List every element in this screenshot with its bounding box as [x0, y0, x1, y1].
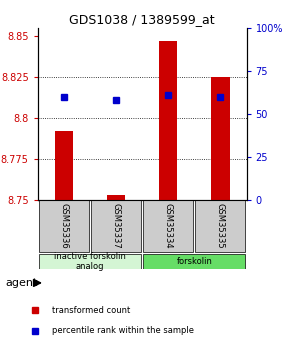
Text: transformed count: transformed count [52, 306, 130, 315]
Text: percentile rank within the sample: percentile rank within the sample [52, 326, 194, 335]
Bar [211, 77, 230, 200]
Bar [107, 195, 125, 200]
Bar [195, 200, 245, 252]
Bar [39, 254, 141, 269]
Bar [159, 41, 177, 200]
Text: GSM35334: GSM35334 [164, 203, 173, 249]
Bar [39, 200, 89, 252]
Bar [143, 254, 245, 269]
Text: agent: agent [6, 278, 38, 288]
Bar [91, 200, 141, 252]
Text: GSM35336: GSM35336 [59, 203, 68, 249]
Title: GDS1038 / 1389599_at: GDS1038 / 1389599_at [69, 13, 215, 27]
Bar [55, 131, 73, 200]
Text: forskolin: forskolin [176, 257, 212, 266]
Bar [143, 200, 193, 252]
Text: GSM35337: GSM35337 [111, 203, 121, 249]
Text: GSM35335: GSM35335 [216, 203, 225, 249]
Text: inactive forskolin
analog: inactive forskolin analog [54, 252, 126, 271]
